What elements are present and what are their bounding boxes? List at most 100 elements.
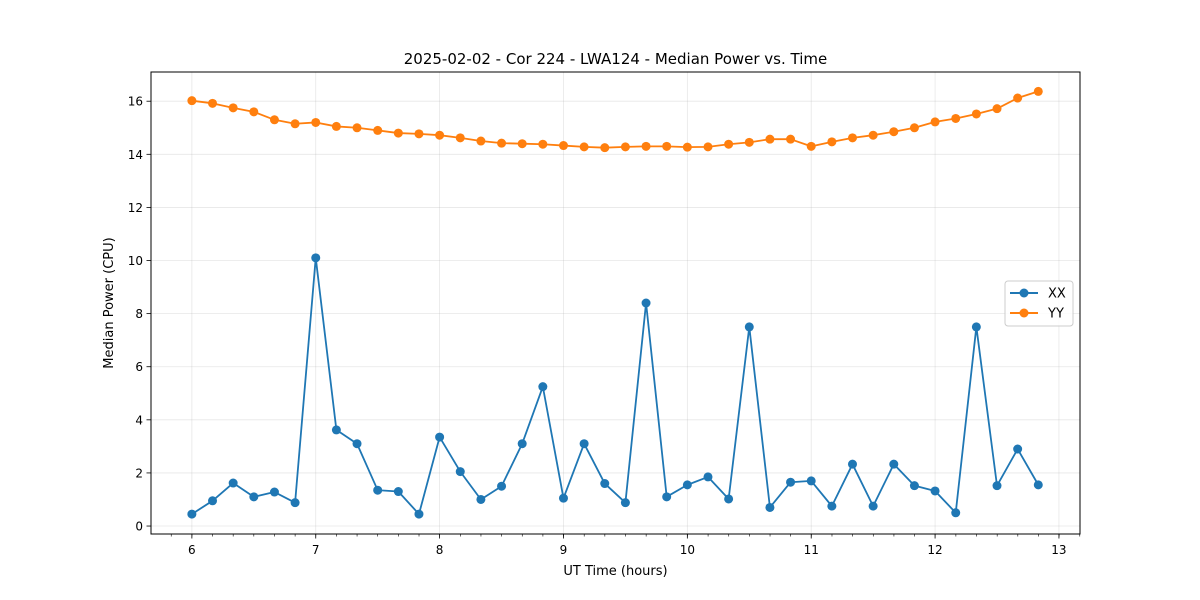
data-point-yy [208, 98, 218, 108]
data-point-yy [311, 117, 321, 127]
data-point-yy [579, 142, 589, 152]
data-point-yy [620, 142, 630, 152]
data-point-yy [744, 137, 754, 147]
data-point-xx [868, 501, 878, 511]
x-tick-label: 12 [927, 543, 942, 557]
data-point-yy [641, 141, 651, 151]
data-point-yy [497, 138, 507, 148]
data-point-yy [951, 113, 961, 123]
data-point-xx [744, 322, 754, 332]
data-point-yy [786, 134, 796, 144]
legend-label-xx: XX [1048, 287, 1066, 302]
data-point-xx [971, 322, 981, 332]
data-point-xx [1033, 480, 1043, 490]
data-point-xx [930, 486, 940, 496]
x-tick-label: 11 [804, 543, 819, 557]
data-point-yy [765, 134, 775, 144]
data-point-yy [909, 123, 919, 133]
y-tick-label: 8 [135, 307, 143, 321]
x-axis-label: UT Time (hours) [563, 564, 667, 579]
data-point-yy [1033, 86, 1043, 96]
data-point-yy [868, 130, 878, 140]
y-tick-label: 12 [128, 201, 143, 215]
data-point-xx [476, 494, 486, 504]
y-tick-label: 6 [135, 360, 143, 374]
data-point-yy [827, 137, 837, 147]
data-point-yy [847, 133, 857, 143]
data-point-xx [724, 494, 734, 504]
plot-frame [150, 71, 1081, 535]
chart-title: 2025-02-02 - Cor 224 - LWA124 - Median P… [404, 50, 828, 68]
series-layer [187, 86, 1043, 519]
data-point-xx [765, 502, 775, 512]
data-point-xx [1013, 444, 1023, 454]
data-point-xx [269, 487, 279, 497]
data-point-yy [662, 141, 672, 151]
data-point-xx [311, 253, 321, 263]
data-point-xx [909, 481, 919, 491]
data-point-xx [786, 477, 796, 487]
data-point-yy [1013, 93, 1023, 103]
x-tick-label: 13 [1051, 543, 1066, 557]
legend-marker-xx [1019, 288, 1029, 298]
data-point-xx [290, 498, 300, 508]
data-point-xx [827, 501, 837, 511]
x-tick-label: 9 [560, 543, 568, 557]
data-point-xx [414, 509, 424, 519]
data-point-xx [641, 298, 651, 308]
grid [151, 72, 1080, 534]
data-point-yy [930, 117, 940, 127]
data-point-xx [352, 439, 362, 449]
data-point-xx [538, 382, 548, 392]
data-point-xx [620, 498, 630, 508]
data-point-yy [992, 104, 1002, 114]
y-tick-label: 10 [128, 254, 143, 268]
legend-marker-yy [1019, 308, 1029, 318]
y-tick-label: 4 [135, 413, 143, 427]
data-point-xx [497, 481, 507, 491]
data-point-yy [249, 107, 259, 117]
data-point-yy [187, 96, 197, 106]
data-point-yy [517, 139, 527, 149]
y-tick-label: 16 [128, 95, 143, 109]
data-point-yy [538, 139, 548, 149]
series-line-xx [191, 256, 1040, 515]
data-point-xx [455, 467, 465, 477]
y-tick-label: 0 [135, 520, 143, 534]
x-tick-label: 8 [436, 543, 444, 557]
data-point-yy [724, 139, 734, 149]
data-point-xx [806, 476, 816, 486]
data-point-xx [208, 496, 218, 506]
data-point-xx [703, 472, 713, 482]
data-point-yy [269, 115, 279, 125]
data-point-yy [682, 142, 692, 152]
data-point-yy [558, 141, 568, 151]
y-tick-label: 14 [128, 148, 143, 162]
data-point-xx [579, 439, 589, 449]
data-point-xx [992, 481, 1002, 491]
data-point-xx [435, 432, 445, 442]
data-point-yy [435, 130, 445, 140]
data-point-yy [414, 129, 424, 139]
data-point-yy [373, 125, 383, 135]
data-point-xx [393, 487, 403, 497]
x-tick-label: 6 [188, 543, 196, 557]
data-point-yy [889, 127, 899, 137]
data-point-xx [847, 459, 857, 469]
data-point-xx [889, 459, 899, 469]
data-point-yy [393, 128, 403, 138]
data-point-yy [806, 141, 816, 151]
axis-ticks: 6 7 8 9 10 11 12 13 0 2 4 6 8 10 12 14 16 [128, 95, 1081, 557]
data-point-xx [187, 509, 197, 519]
data-point-xx [249, 492, 259, 502]
data-point-yy [455, 133, 465, 143]
data-point-yy [352, 123, 362, 133]
x-tick-label: 7 [312, 543, 320, 557]
y-axis-label: Median Power (CPU) [102, 237, 117, 368]
legend: XX YY [1004, 280, 1074, 327]
data-point-xx [600, 479, 610, 489]
data-point-yy [228, 103, 238, 113]
y-tick-label: 2 [135, 466, 143, 480]
